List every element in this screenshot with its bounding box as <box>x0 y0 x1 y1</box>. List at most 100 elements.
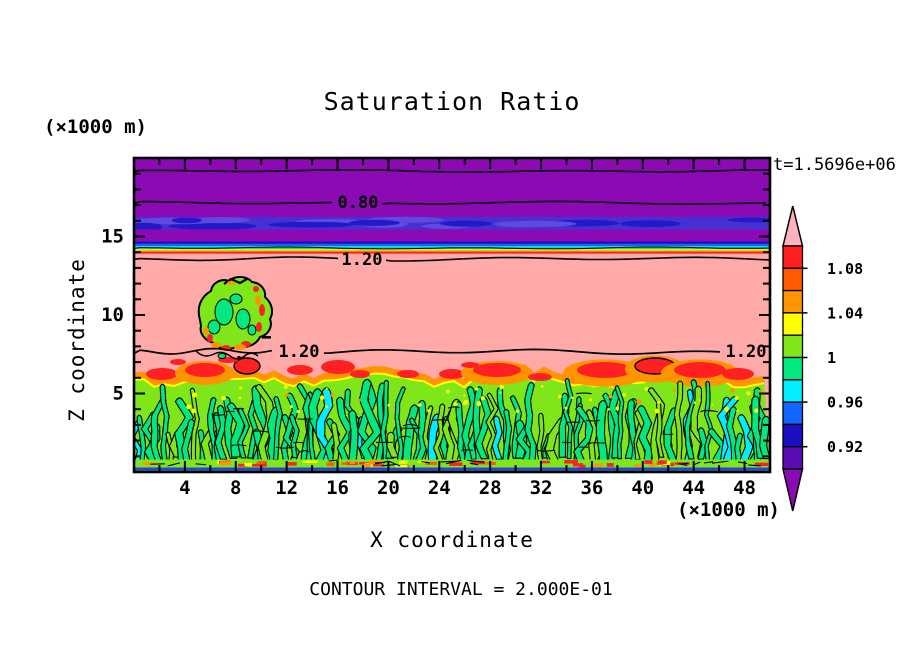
cloud-red-fringe <box>253 286 259 292</box>
x-tick-label: 24 <box>428 477 451 499</box>
cloud-orange-fringe <box>234 344 246 350</box>
fleck <box>724 406 729 412</box>
colorbar-label: 0.96 <box>827 394 863 412</box>
cloud-top-notch <box>223 277 248 285</box>
turbulent-finger <box>673 380 684 462</box>
surface-blue-line <box>134 467 770 471</box>
timestamp: t=1.5696e+06 <box>773 155 896 175</box>
fleck <box>729 387 735 393</box>
fleck <box>387 403 391 407</box>
surface-dash <box>486 461 496 465</box>
surface-dash <box>244 462 252 467</box>
fleck <box>736 409 739 412</box>
turbulent-finger <box>386 431 400 458</box>
cloud-orange-fringe <box>203 327 209 335</box>
turbulent-finger <box>562 378 574 460</box>
gradient-band <box>134 243 770 247</box>
turbulent-finger <box>336 396 355 465</box>
colorbar-label: 1 <box>827 349 836 367</box>
turbulent-finger <box>272 395 283 461</box>
fleck <box>622 393 626 397</box>
fleck <box>427 409 431 413</box>
turbulent-finger <box>536 412 545 463</box>
surface-dash <box>564 460 578 464</box>
colorbar-label: 1.04 <box>827 304 863 322</box>
interface-red-blob <box>321 360 355 374</box>
fleck <box>734 395 739 400</box>
turbulent-finger <box>595 400 609 464</box>
x-tick-label: 48 <box>733 477 756 499</box>
surface-dash <box>302 460 318 463</box>
contour-squiggle <box>275 446 294 449</box>
fleck <box>698 399 701 402</box>
colorbar-segment <box>782 334 804 359</box>
surface-dash <box>368 460 384 465</box>
fleck <box>462 401 466 405</box>
contour-1.20-lower <box>134 347 273 355</box>
gradient-band <box>134 241 770 244</box>
plot-border <box>132 156 772 474</box>
colorbar-segment <box>782 379 804 403</box>
contour-label-120-left: 1.20 <box>279 342 320 362</box>
cloud-orange-fringe <box>255 295 261 305</box>
contour-1.00 <box>134 246 770 250</box>
turbulent-finger <box>734 432 744 463</box>
surface-dash <box>572 463 583 467</box>
interface-red-blob <box>674 362 726 378</box>
interface-red-blob <box>397 370 419 378</box>
contour-squiggle <box>251 430 269 433</box>
surface-dash <box>606 462 614 467</box>
surface-dash <box>399 460 408 464</box>
fleck <box>756 404 759 407</box>
surface-dash <box>470 460 486 465</box>
surface-dash <box>449 462 463 466</box>
fleck <box>711 403 714 406</box>
surface-squiggle <box>681 462 689 465</box>
fleck <box>463 394 466 397</box>
fleck <box>608 394 613 399</box>
surface-dash <box>592 463 603 467</box>
turbulent-finger <box>288 414 300 459</box>
fleck <box>191 392 198 398</box>
surface-dash <box>362 463 371 468</box>
contour-squiggle <box>567 421 581 424</box>
contour-0.80 <box>381 200 767 205</box>
contour-squiggle <box>398 435 411 438</box>
surface-dash <box>539 460 550 464</box>
fleck <box>654 408 660 414</box>
fleck <box>607 408 611 411</box>
fleck <box>672 388 677 392</box>
turbulent-finger <box>432 403 446 463</box>
cloud-core <box>247 324 257 336</box>
cloud-red-fringe <box>259 304 265 316</box>
turbulent-finger <box>136 414 147 465</box>
surface-dash <box>219 461 232 466</box>
fleck <box>571 396 574 400</box>
cloud-core <box>214 298 234 326</box>
band-mottle <box>268 221 354 228</box>
surface-squiggle <box>467 459 485 463</box>
z-tick-label: 15 <box>101 226 124 248</box>
turbulent-finger <box>524 382 537 461</box>
surface-squiggle <box>678 463 688 466</box>
fleck <box>644 387 649 391</box>
contour-squiggle <box>662 433 674 436</box>
fleck <box>221 395 226 401</box>
contour-label-080: 0.80 <box>338 193 379 213</box>
surface-squiggle <box>421 461 430 464</box>
band-mottle <box>203 219 247 223</box>
surface-dash <box>657 460 667 464</box>
band-mottle <box>727 217 770 223</box>
fleck <box>754 408 759 413</box>
turbulent-finger <box>491 415 503 460</box>
cloud-orange-fringe <box>211 342 221 348</box>
gradient-band <box>134 251 770 254</box>
fleck <box>418 403 422 407</box>
fleck <box>239 386 243 390</box>
contour-squiggle <box>537 449 556 452</box>
turbulent-finger <box>636 405 654 466</box>
surface-squiggle <box>469 462 479 466</box>
surface-dash <box>425 461 438 465</box>
cloud-red-fringe <box>207 334 213 342</box>
